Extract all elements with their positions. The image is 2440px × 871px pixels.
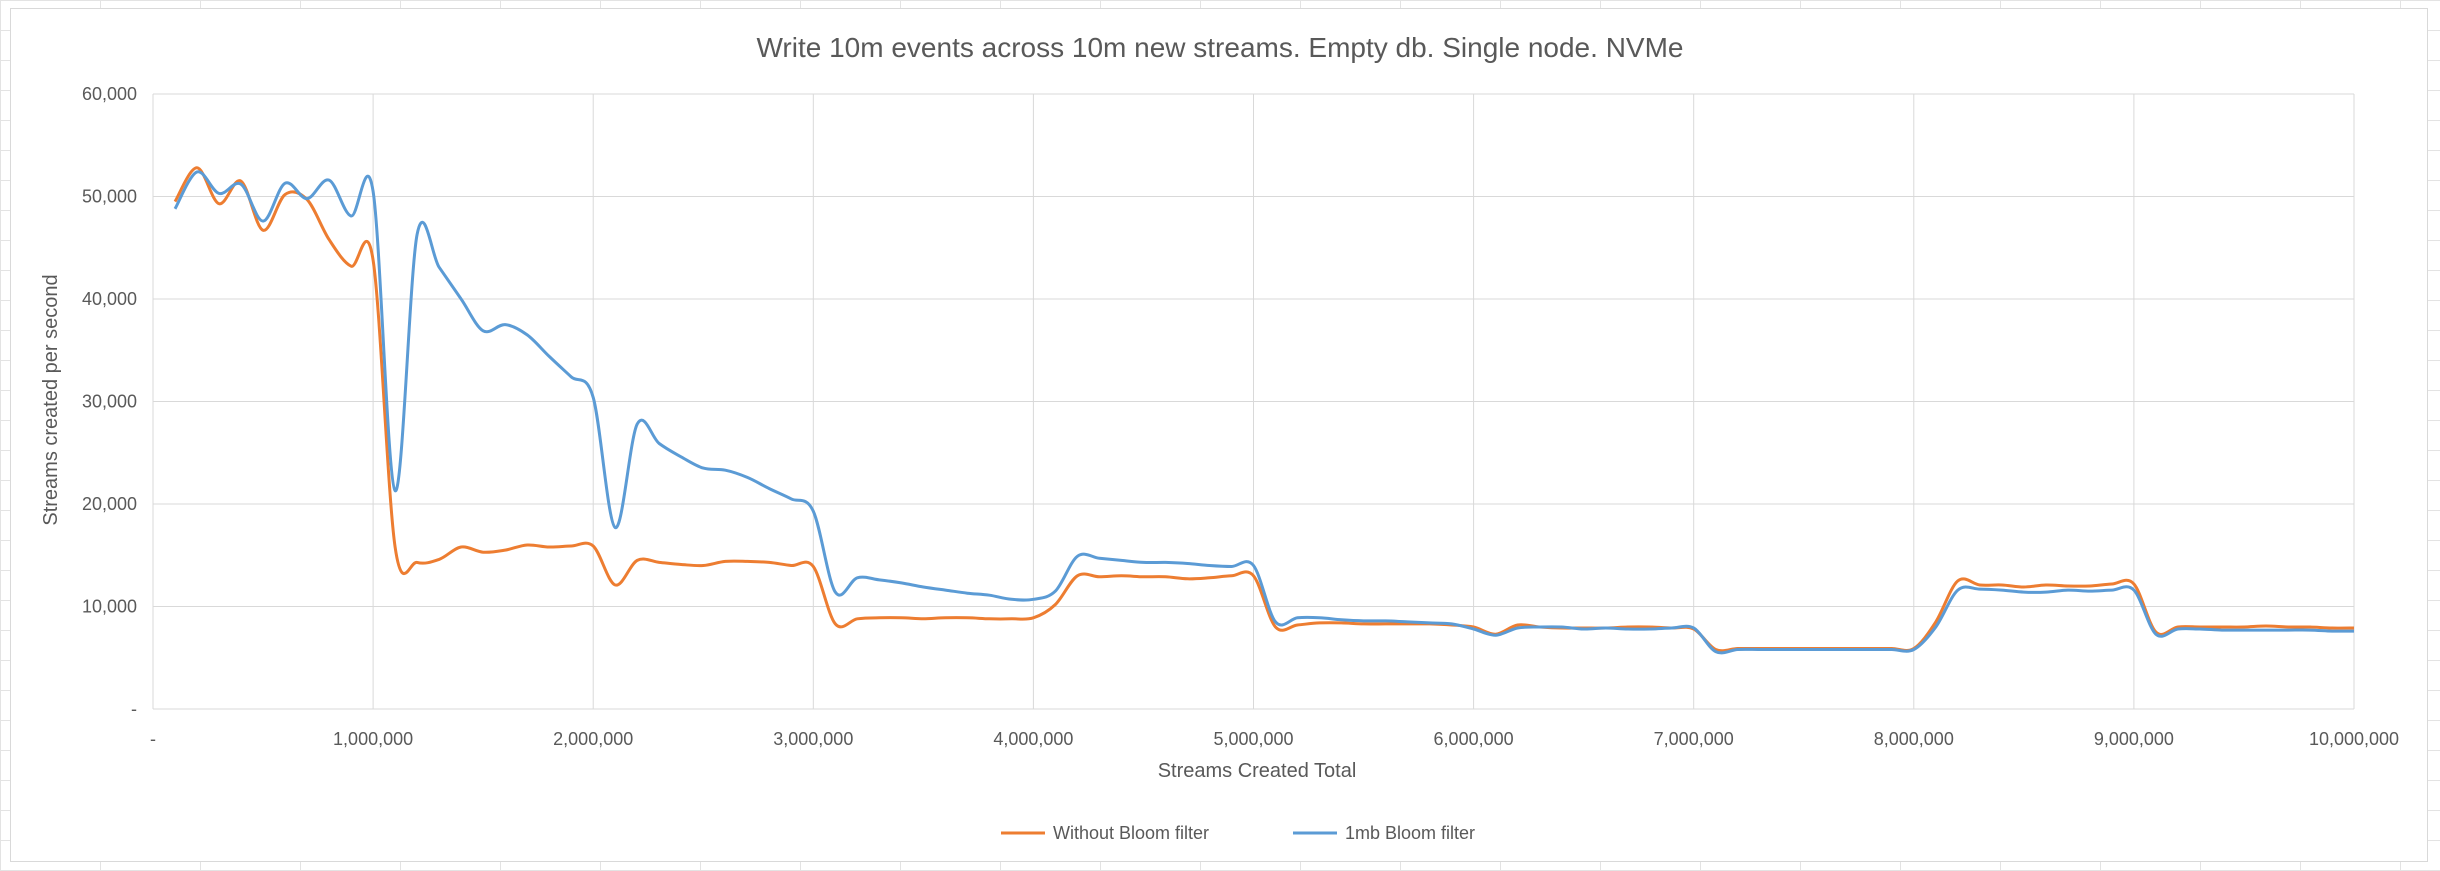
x-tick-label: 1,000,000 xyxy=(333,729,413,749)
x-axis-ticks: - 1,000,000 2,000,000 3,000,000 4,000,000 5,0… xyxy=(150,729,2399,749)
x-tick-label: 7,000,000 xyxy=(1654,729,1734,749)
x-tick-label: 9,000,000 xyxy=(2094,729,2174,749)
x-tick-label: 2,000,000 xyxy=(553,729,633,749)
y-tick-label: 10,000 xyxy=(82,597,137,617)
y-tick-label: - xyxy=(131,699,137,719)
y-tick-label: 30,000 xyxy=(82,392,137,412)
x-axis-title: Streams Created Total xyxy=(1158,760,1357,782)
y-tick-label: 50,000 xyxy=(82,187,137,207)
line-chart: - 10,000 20,000 30,000 40,000 50,000 60,000 - 1… xyxy=(40,32,2399,843)
legend-label-1mb-bloom-filter: 1mb Bloom filter xyxy=(1345,823,1475,843)
x-tick-label: 10,000,000 xyxy=(2309,729,2399,749)
series-lines xyxy=(173,166,2355,655)
x-tick-label: 5,000,000 xyxy=(1213,729,1293,749)
series-line-without-bloom-filter xyxy=(173,166,2355,653)
chart-title: Write 10m events across 10m new streams.… xyxy=(757,32,1684,63)
series-line-1mb-bloom-filter xyxy=(173,170,2355,655)
x-tick-label: 3,000,000 xyxy=(773,729,853,749)
x-tick-label: 4,000,000 xyxy=(993,729,1073,749)
legend-label-without-bloom-filter: Without Bloom filter xyxy=(1053,823,1209,843)
x-tick-label: 8,000,000 xyxy=(1874,729,1954,749)
x-tick-label: 6,000,000 xyxy=(1434,729,1514,749)
y-axis-ticks: - 10,000 20,000 30,000 40,000 50,000 60,000 xyxy=(82,84,137,719)
gridlines xyxy=(152,93,2355,710)
y-tick-label: 60,000 xyxy=(82,84,137,104)
x-tick-label: - xyxy=(150,729,156,749)
y-tick-label: 20,000 xyxy=(82,494,137,514)
y-tick-label: 40,000 xyxy=(82,289,137,309)
legend: Without Bloom filter 1mb Bloom filter xyxy=(1001,823,1475,843)
y-axis-title: Streams created per second xyxy=(40,274,62,525)
chart-area: - 10,000 20,000 30,000 40,000 50,000 60,000 - 1… xyxy=(10,8,2428,862)
